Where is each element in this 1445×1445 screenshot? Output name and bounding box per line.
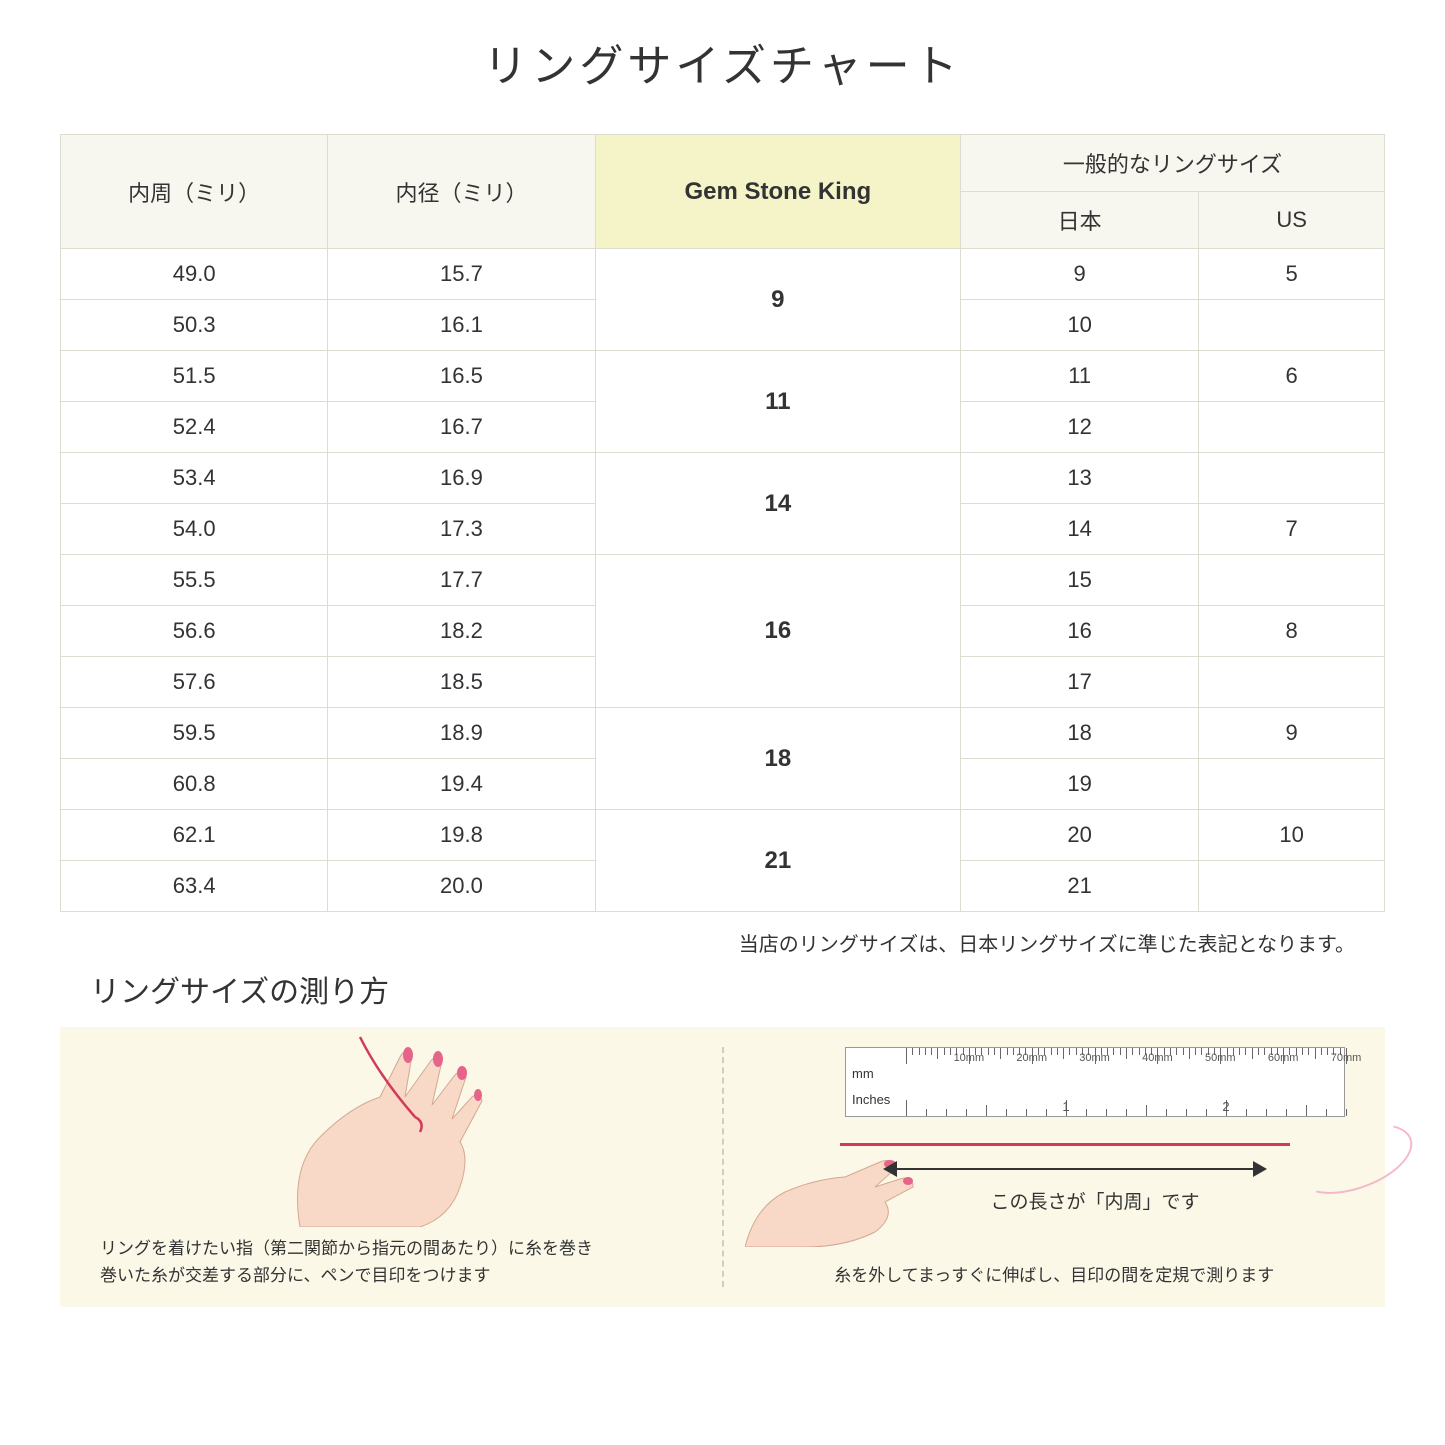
ruler-in-mark: 2 bbox=[1222, 1099, 1229, 1114]
size-chart-table: 内周（ミリ） 内径（ミリ） Gem Stone King 一般的なリングサイズ … bbox=[60, 134, 1385, 912]
ruler-mm-mark: 20mm bbox=[1016, 1052, 1047, 1064]
hand-wrapping-icon bbox=[260, 1027, 520, 1227]
header-circumference: 内周（ミリ） bbox=[61, 135, 328, 249]
string-icon bbox=[840, 1143, 1290, 1146]
table-row: 55.517.71615 bbox=[61, 555, 1385, 606]
table-note: 当店のリングサイズは、日本リングサイズに準じた表記となります。 bbox=[60, 928, 1385, 957]
ruler-group: mm Inches 10mm20mm30mm40mm50mm60mm70mm12… bbox=[785, 1047, 1345, 1117]
header-japan: 日本 bbox=[961, 192, 1199, 249]
header-us: US bbox=[1199, 192, 1385, 249]
howto-title: リングサイズの測り方 bbox=[60, 967, 1385, 1011]
ruler-mm-label: mm bbox=[852, 1066, 874, 1081]
infographic: リングを着けたい指（第二関節から指元の間あたり）に糸を巻き巻いた糸が交差する部分… bbox=[60, 1027, 1385, 1307]
ruler-in-mark: 1 bbox=[1062, 1099, 1069, 1114]
table-row: 51.516.511116 bbox=[61, 351, 1385, 402]
ruler-in-label: Inches bbox=[852, 1092, 890, 1107]
ruler-mm-mark: 40mm bbox=[1142, 1052, 1173, 1064]
header-gsk: Gem Stone King bbox=[595, 135, 960, 249]
panel-left: リングを着けたい指（第二関節から指元の間あたり）に糸を巻き巻いた糸が交差する部分… bbox=[60, 1027, 722, 1307]
panel-right: mm Inches 10mm 20mm 30mm 40mm 50mm 60mm 70mm 1 2… bbox=[724, 1027, 1386, 1307]
ruler-mm-mark: 50mm bbox=[1205, 1052, 1236, 1064]
table-row: 59.518.918189 bbox=[61, 708, 1385, 759]
header-general: 一般的なリングサイズ bbox=[961, 135, 1385, 192]
ruler-mm-mark: 10mm bbox=[954, 1052, 985, 1064]
measure-arrow-icon bbox=[885, 1159, 1265, 1179]
table-row: 49.015.7995 bbox=[61, 249, 1385, 300]
measure-label: この長さが「内周」です bbox=[785, 1187, 1345, 1214]
panel-left-caption: リングを着けたい指（第二関節から指元の間あたり）に糸を巻き巻いた糸が交差する部分… bbox=[60, 1235, 722, 1289]
header-diameter: 内径（ミリ） bbox=[328, 135, 595, 249]
ruler-mm-mark: 60mm bbox=[1268, 1052, 1299, 1064]
ruler-mm-mark: 30mm bbox=[1079, 1052, 1110, 1064]
ruler-mm-mark: 70mm bbox=[1331, 1052, 1362, 1064]
page-title: リングサイズチャート bbox=[60, 30, 1385, 94]
panel-right-caption: 糸を外してまっすぐに伸ばし、目印の間を定規で測ります bbox=[724, 1262, 1386, 1289]
table-row: 53.416.91413 bbox=[61, 453, 1385, 504]
ruler-icon: mm Inches 10mm20mm30mm40mm50mm60mm70mm12 bbox=[845, 1047, 1345, 1117]
table-row: 62.119.8212010 bbox=[61, 810, 1385, 861]
